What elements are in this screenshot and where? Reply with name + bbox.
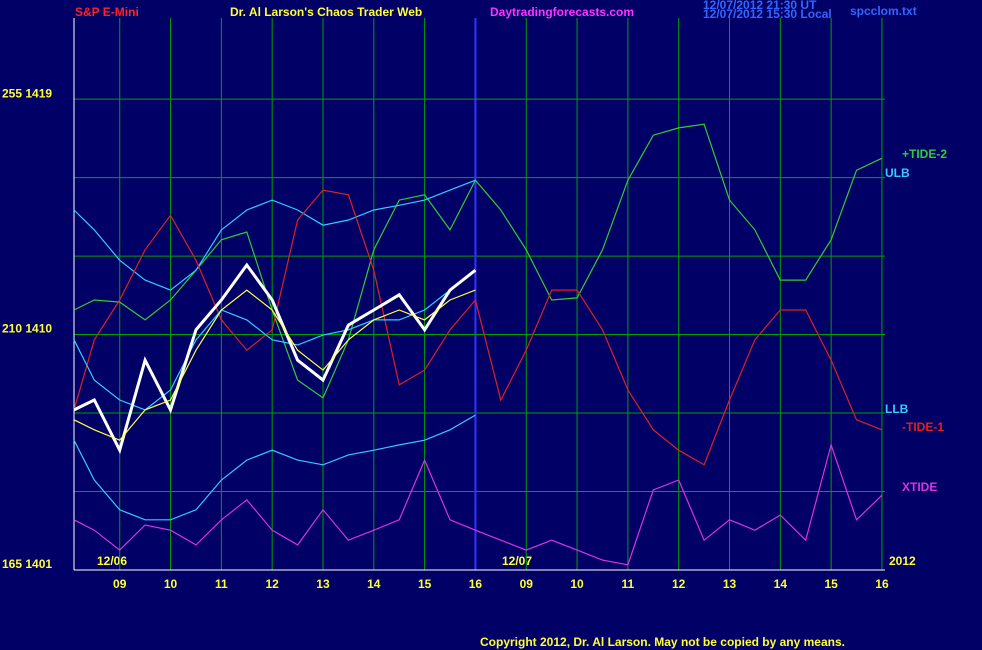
year-label: 2012	[889, 554, 916, 568]
x-tick-label: 10	[570, 577, 584, 591]
x-tick-label: 09	[113, 577, 127, 591]
series-label: LLB	[885, 402, 909, 416]
x-tick-label: 14	[367, 577, 381, 591]
plot: 165 1401 210 1410 255 1419 09 10 11 12 13 14 15 16…	[2, 18, 947, 591]
x-tick-label: 15	[824, 577, 838, 591]
x-tick-label: 10	[164, 577, 178, 591]
x-tick-label: 11	[215, 577, 228, 591]
series-label: +TIDE-2	[902, 147, 947, 161]
series-line	[73, 414, 476, 521]
x-tick-label: 15	[418, 577, 432, 591]
series-label: -TIDE-1	[902, 420, 944, 434]
y-tick-label: 210 1410	[2, 322, 52, 336]
x-tick-label: 16	[469, 577, 483, 591]
filename: spcclom.txt	[850, 4, 917, 18]
series-label: XTIDE	[902, 480, 937, 494]
timestamp: 12/07/2012 15:30 Local	[703, 7, 832, 21]
instrument: S&P E-Mini	[75, 5, 139, 19]
series-line	[73, 179, 476, 291]
x-tick-label: 16	[875, 577, 889, 591]
date-label: 12/06	[97, 554, 127, 568]
website: Daytradingforecasts.com	[490, 5, 634, 19]
x-tick-label: 11	[622, 577, 635, 591]
series-line	[73, 442, 883, 566]
x-tick-label: 12	[265, 577, 279, 591]
series-line	[73, 262, 477, 455]
x-tick-label: 14	[774, 577, 788, 591]
series-line	[73, 289, 476, 441]
y-tick-label: 165 1401	[2, 557, 52, 571]
x-tick-label: 13	[723, 577, 737, 591]
y-tick-label: 255 1419	[2, 86, 52, 100]
copyright: Copyright 2012, Dr. Al Larson. May not b…	[480, 635, 845, 649]
series-label: ULB	[885, 166, 910, 180]
x-tick-label: 12	[672, 577, 686, 591]
timestamp: 12/07/2012 21:30 UT	[703, 0, 817, 12]
x-tick-label: 13	[316, 577, 330, 591]
date-label: 12/07	[502, 554, 532, 568]
x-tick-label: 09	[520, 577, 534, 591]
chart-title: Dr. Al Larson's Chaos Trader Web	[230, 5, 422, 19]
series-line	[73, 189, 883, 466]
